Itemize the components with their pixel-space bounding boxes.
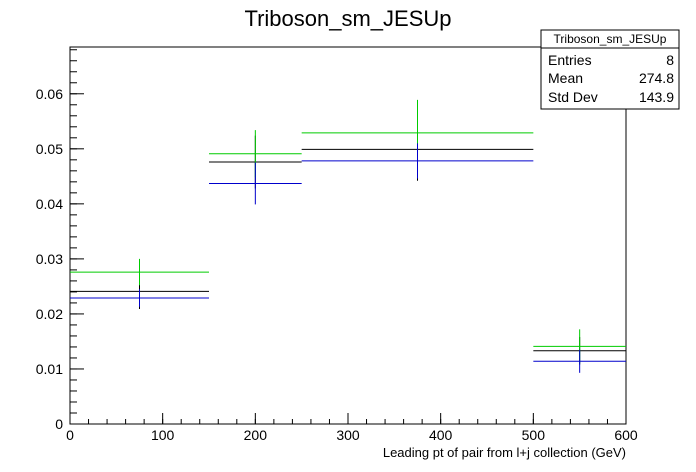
series-0 bbox=[70, 117, 626, 365]
y-tick-label: 0.05 bbox=[36, 141, 63, 157]
stats-stddev-value: 143.9 bbox=[639, 89, 674, 105]
series-1 bbox=[70, 99, 626, 364]
stats-entries-value: 8 bbox=[666, 52, 674, 68]
stats-stddev-label: Std Dev bbox=[548, 89, 598, 105]
data-series bbox=[70, 99, 626, 373]
x-tick-label: 300 bbox=[336, 427, 360, 443]
x-tick-label: 600 bbox=[614, 427, 638, 443]
stats-box-frame bbox=[540, 29, 680, 110]
y-tick-label: 0.06 bbox=[36, 86, 63, 102]
x-tick-labels: 0 100 200 300 400 500 600 bbox=[66, 427, 638, 443]
stats-box: Triboson_sm_JESUp Entries 8 Mean 274.8 S… bbox=[540, 29, 680, 110]
x-tick-label: 400 bbox=[429, 427, 453, 443]
y-tick-labels: 0 0.01 0.02 0.03 0.04 0.05 0.06 bbox=[36, 86, 63, 432]
series-2 bbox=[70, 143, 626, 373]
stats-box-title: Triboson_sm_JESUp bbox=[554, 32, 667, 46]
x-tick-label: 0 bbox=[66, 427, 74, 443]
y-tick-label: 0.04 bbox=[36, 196, 63, 212]
stats-mean-label: Mean bbox=[548, 70, 583, 86]
axis-ticks bbox=[69, 49, 627, 425]
x-tick-label: 200 bbox=[244, 427, 268, 443]
chart-title: Triboson_sm_JESUp bbox=[244, 6, 451, 31]
y-tick-label: 0 bbox=[55, 416, 63, 432]
y-tick-label: 0.03 bbox=[36, 251, 63, 267]
stats-mean-value: 274.8 bbox=[639, 70, 674, 86]
x-tick-label: 500 bbox=[522, 427, 546, 443]
x-tick-label: 100 bbox=[151, 427, 175, 443]
x-axis-label: Leading pt of pair from l+j collection (… bbox=[383, 445, 626, 460]
stats-entries-label: Entries bbox=[548, 52, 592, 68]
y-tick-label: 0.02 bbox=[36, 306, 63, 322]
y-tick-label: 0.01 bbox=[36, 361, 63, 377]
